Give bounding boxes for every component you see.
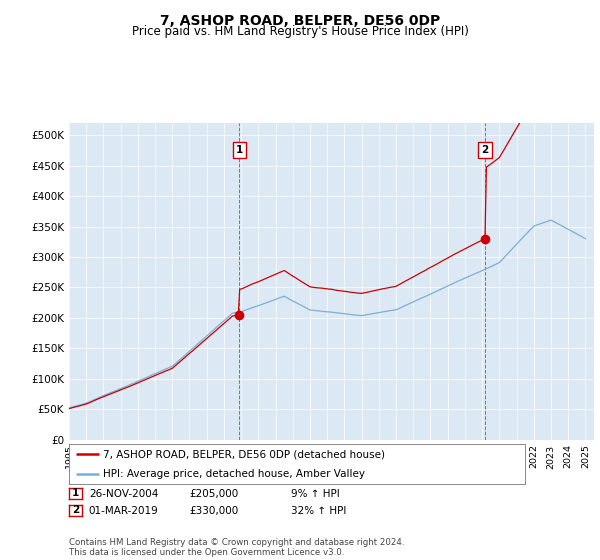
Text: 01-MAR-2019: 01-MAR-2019 bbox=[89, 506, 158, 516]
Text: £205,000: £205,000 bbox=[189, 489, 238, 499]
Text: 7, ASHOP ROAD, BELPER, DE56 0DP: 7, ASHOP ROAD, BELPER, DE56 0DP bbox=[160, 14, 440, 28]
Text: 32% ↑ HPI: 32% ↑ HPI bbox=[291, 506, 346, 516]
Text: £330,000: £330,000 bbox=[189, 506, 238, 516]
Text: 9% ↑ HPI: 9% ↑ HPI bbox=[291, 489, 340, 499]
Text: Contains HM Land Registry data © Crown copyright and database right 2024.
This d: Contains HM Land Registry data © Crown c… bbox=[69, 538, 404, 557]
Text: 2: 2 bbox=[72, 505, 79, 515]
Text: 26-NOV-2004: 26-NOV-2004 bbox=[89, 489, 158, 499]
Text: 2: 2 bbox=[481, 145, 488, 155]
Text: 1: 1 bbox=[72, 488, 79, 498]
Text: 7, ASHOP ROAD, BELPER, DE56 0DP (detached house): 7, ASHOP ROAD, BELPER, DE56 0DP (detache… bbox=[103, 449, 385, 459]
Text: HPI: Average price, detached house, Amber Valley: HPI: Average price, detached house, Ambe… bbox=[103, 469, 365, 479]
Text: Price paid vs. HM Land Registry's House Price Index (HPI): Price paid vs. HM Land Registry's House … bbox=[131, 25, 469, 38]
Text: 1: 1 bbox=[236, 145, 243, 155]
